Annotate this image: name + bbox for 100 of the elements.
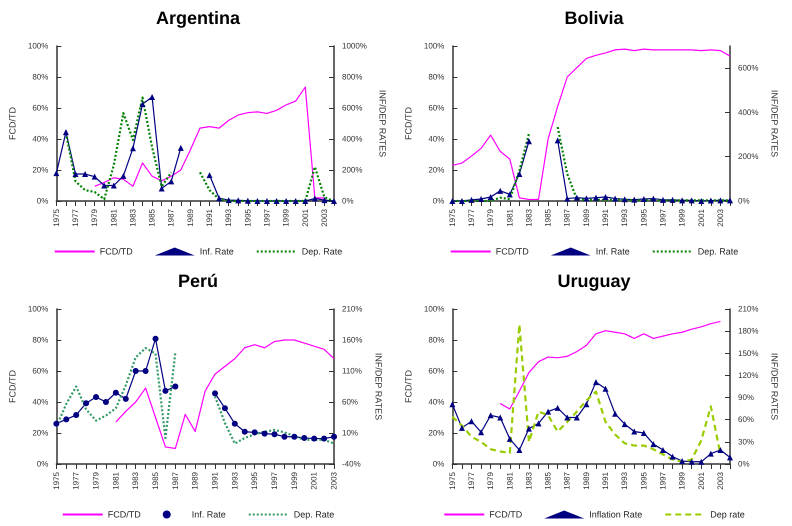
point <box>312 196 318 202</box>
y-tick-label: 100% <box>424 42 444 50</box>
x-tick-label: 1983 <box>524 208 534 227</box>
point <box>497 414 504 420</box>
y-tick-label: 0% <box>432 196 444 206</box>
point <box>226 197 232 204</box>
point <box>612 196 618 202</box>
point <box>592 194 599 201</box>
x-tick-label: 1981 <box>109 208 118 227</box>
point <box>149 94 156 100</box>
point <box>321 197 328 204</box>
y2-tick-label: 10% <box>342 428 358 438</box>
point <box>168 178 174 184</box>
point <box>112 390 119 396</box>
point <box>73 412 80 418</box>
x-tick-label: 1989 <box>582 471 591 490</box>
x-tick-label: 2001 <box>300 208 310 227</box>
x-tick-label: 2001 <box>696 208 706 227</box>
point <box>545 408 552 415</box>
x-tick-label: 1987 <box>562 208 572 227</box>
y2-tick-label: -40% <box>342 460 361 468</box>
point <box>536 420 542 426</box>
y2-tick-label: 90% <box>738 393 754 402</box>
x-tick-label: 1999 <box>678 208 687 227</box>
point <box>622 196 628 202</box>
point <box>72 171 79 178</box>
point <box>698 458 704 465</box>
point <box>93 394 100 400</box>
y2-tick-label: 150% <box>738 348 758 358</box>
point <box>468 196 475 203</box>
point <box>458 424 465 431</box>
point <box>162 388 168 394</box>
x-tick-label: 1999 <box>290 471 299 490</box>
y-tick-label: 80% <box>428 72 444 82</box>
y2-tick-label: 210% <box>342 304 362 314</box>
x-tick-label: 2003 <box>716 471 725 490</box>
y-axis-title: FCD/TD <box>404 370 414 403</box>
x-tick-label: 1975 <box>52 208 61 227</box>
point <box>602 386 609 392</box>
x-tick-label: 1987 <box>170 471 180 490</box>
y-tick-label: 100% <box>28 42 48 50</box>
point <box>688 197 695 204</box>
point <box>272 431 278 438</box>
point <box>283 198 290 204</box>
point <box>458 198 465 204</box>
point <box>478 429 484 436</box>
point <box>110 182 117 188</box>
x-tick-label: 1997 <box>270 471 280 490</box>
point <box>449 401 456 408</box>
x-tick-label: 1979 <box>486 471 496 490</box>
point <box>252 429 258 436</box>
legend-label: Inf. Rate <box>200 246 234 256</box>
point <box>640 430 647 436</box>
point <box>650 441 656 448</box>
point <box>583 401 590 408</box>
x-tick-label: 1995 <box>243 208 252 227</box>
point <box>670 454 676 460</box>
x-tick-label: 1977 <box>467 208 476 227</box>
x-tick-label: 1993 <box>620 208 630 227</box>
x-tick-label: 1989 <box>582 208 591 227</box>
point <box>717 197 724 204</box>
point <box>506 436 513 442</box>
y-tick-label: 60% <box>428 366 444 376</box>
y2-tick-label: 0% <box>738 460 750 468</box>
point <box>212 390 218 396</box>
point <box>679 458 686 464</box>
point <box>232 420 238 427</box>
point <box>274 198 280 204</box>
point <box>688 458 695 465</box>
x-tick-label: 1981 <box>505 208 514 227</box>
x-tick-label: 1993 <box>230 471 240 490</box>
point <box>574 194 580 201</box>
point <box>592 379 599 386</box>
y-tick-label: 40% <box>428 134 444 144</box>
x-tick-label: 1985 <box>544 471 553 490</box>
point <box>83 400 90 406</box>
y2-tick-label: 200% <box>342 166 362 174</box>
point <box>602 194 609 200</box>
point <box>331 434 337 440</box>
y-tick-label: 20% <box>32 428 48 438</box>
y-tick-label: 80% <box>428 336 444 344</box>
point <box>321 436 328 442</box>
legend-label: FCD/TD <box>496 246 530 256</box>
y2-axis-title: INF/DEP RATES <box>770 90 780 158</box>
point <box>631 196 638 203</box>
x-tick-label: 1987 <box>562 471 572 490</box>
point <box>291 434 298 440</box>
y-axis-title: FCD/TD <box>8 106 18 140</box>
x-tick-label: 1977 <box>467 471 476 490</box>
y2-tick-label: 210% <box>738 304 758 314</box>
y-tick-label: 40% <box>32 134 48 144</box>
x-tick-label: 1995 <box>639 471 648 490</box>
y-tick-label: 80% <box>32 72 48 82</box>
y-tick-label: 20% <box>32 166 48 174</box>
point <box>53 420 60 427</box>
x-tick-label: 2001 <box>310 471 319 490</box>
point <box>281 434 288 440</box>
x-tick-label: 1985 <box>148 208 157 227</box>
x-tick-label: 1999 <box>282 208 291 227</box>
chart-title: Perú <box>178 271 218 291</box>
